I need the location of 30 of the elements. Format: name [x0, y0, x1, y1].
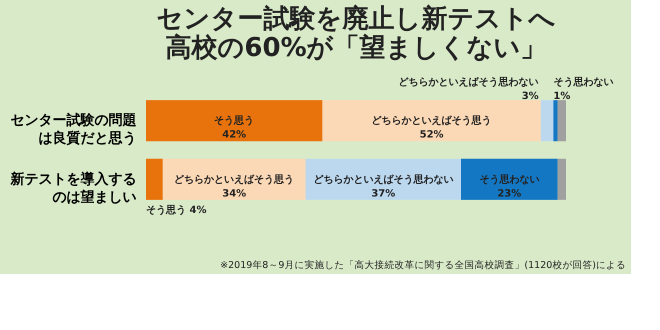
- data-label: 3%: [522, 91, 539, 102]
- series-label: どちらかといえばそう思う: [174, 173, 294, 186]
- bar: [146, 100, 322, 142]
- chart-title: センター試験を廃止し新テストへ: [156, 4, 556, 34]
- bar: [558, 100, 566, 142]
- data-label: 52%: [420, 130, 444, 141]
- data-label: 42%: [222, 130, 246, 141]
- series-label: そう思わない: [553, 76, 614, 88]
- data-label: 1%: [553, 91, 570, 102]
- text: ※2019年8～9月に実施した「高大接続改革に関する全国高校調査」(1120校が回答)による: [220, 259, 626, 271]
- bar: [558, 158, 566, 200]
- chart-subtitle: 高校の60%が「望ましくない」: [165, 33, 547, 63]
- text: どちらかといえばそう思わない: [398, 77, 539, 88]
- series-label: どちらかといえばそう思わない: [313, 173, 454, 186]
- data-label: 37%: [371, 188, 396, 200]
- bar: [322, 100, 541, 142]
- data-label: 23%: [497, 188, 522, 200]
- text: どちらかといえばそう思う: [372, 116, 492, 127]
- bar: [540, 100, 554, 142]
- bar: [553, 100, 558, 142]
- series-label: そう思う: [214, 114, 254, 127]
- text: そう思わない: [479, 174, 540, 186]
- y-tick-label: センター試験の問題は良質だと思う: [10, 112, 136, 147]
- data-label: 34%: [222, 188, 246, 200]
- text: そう思う 4%: [146, 204, 206, 216]
- y-tick-label: 新テストを導入するのは望ましい: [10, 170, 136, 206]
- bar: [306, 158, 461, 200]
- bar: [461, 158, 558, 200]
- bar: [146, 158, 163, 200]
- bar: [162, 158, 306, 200]
